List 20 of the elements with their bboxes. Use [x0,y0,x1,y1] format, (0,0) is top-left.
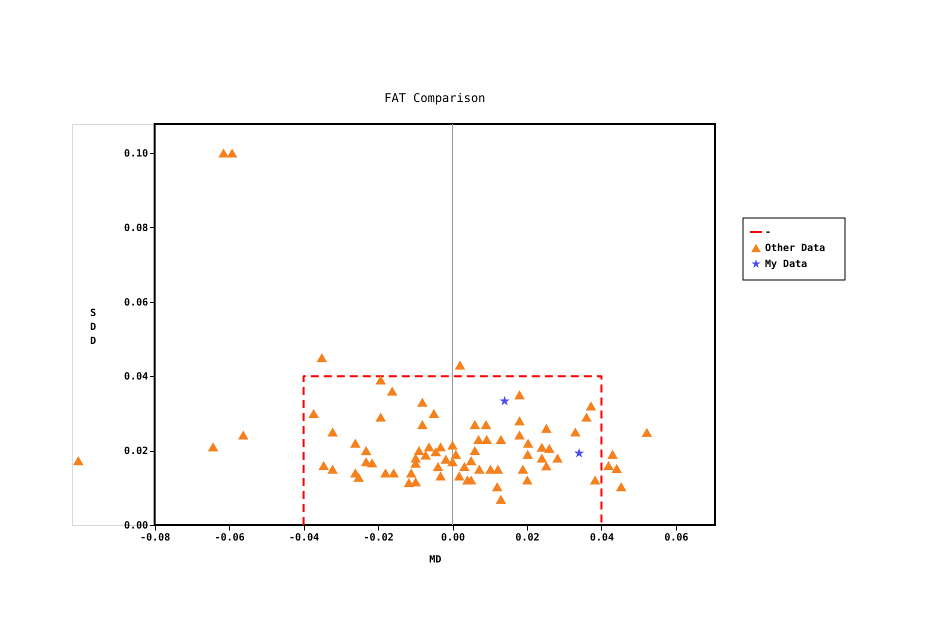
y-tick-label: 0.02 [124,446,148,458]
legend-label: - [765,227,772,238]
x-tick-label: 0.02 [515,532,540,544]
y-tick-label: 0.06 [124,297,148,308]
x-tick-label: 0.00 [440,532,466,544]
x-axis-title: MD [429,554,442,566]
y-axis-title: SDD [90,308,96,347]
y-tick-label: 0.00 [124,520,148,532]
x-tick-label: -0.08 [140,532,170,544]
y-tick-label: 0.04 [124,372,148,383]
x-tick-label: -0.02 [363,532,394,544]
x-tick-label: 0.06 [664,532,688,544]
x-tick-label: 0.04 [590,532,614,544]
legend-label: Other Data [765,243,826,254]
y-tick-label: 0.08 [124,222,148,234]
legend-label: My Data [765,259,808,270]
chart-title: FAT Comparison [384,91,486,105]
x-tick-label: -0.06 [214,532,245,544]
y-tick-label: 0.10 [124,148,148,160]
x-tick-label: -0.04 [289,532,320,544]
